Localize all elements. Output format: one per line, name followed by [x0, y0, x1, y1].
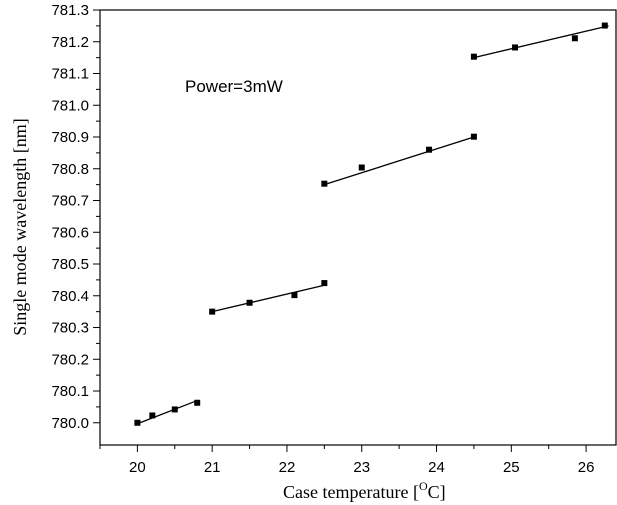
y-tick-label: 780.0	[51, 415, 89, 432]
data-point	[358, 164, 365, 171]
x-tick-labels: 20 21 22 23 24 25 26	[129, 459, 594, 476]
y-tick-label: 781.0	[51, 97, 89, 114]
data-point	[470, 53, 477, 60]
fit-lines	[137, 25, 609, 425]
data-point	[246, 299, 253, 306]
y-tick-labels: 780.0 780.1 780.2 780.3 780.4 780.5 780.6 780.7…	[51, 2, 89, 432]
y-tick-label: 781.2	[51, 34, 89, 51]
y-tick-label: 780.2	[51, 351, 89, 368]
data-point	[571, 35, 578, 42]
data-point	[134, 419, 141, 426]
data-point	[321, 180, 328, 187]
data-point	[209, 308, 216, 315]
y-tick-label: 781.3	[51, 2, 89, 19]
y-tick-label: 780.5	[51, 256, 89, 273]
plot-frame	[99, 9, 617, 446]
x-axis-title-tail: C]	[428, 482, 446, 502]
data-point	[512, 44, 519, 51]
data-point	[470, 133, 477, 140]
x-tick-label: 25	[503, 459, 520, 476]
data-point	[601, 22, 608, 29]
x-tick-label: 24	[428, 459, 445, 476]
data-point	[321, 280, 328, 287]
y-tick-label: 780.7	[51, 193, 89, 210]
x-axis-title-superscript: O	[419, 479, 428, 493]
y-tick-label: 780.8	[51, 161, 89, 178]
data-point	[426, 146, 433, 153]
y-tick-label: 781.1	[51, 66, 89, 83]
y-tick-label: 780.3	[51, 320, 89, 337]
y-tick-label: 780.1	[51, 383, 89, 400]
x-tick-label: 22	[279, 459, 296, 476]
fit-line	[324, 136, 475, 186]
x-axis-title-text: Case temperature [	[283, 482, 419, 502]
data-point	[149, 412, 156, 419]
data-point	[291, 292, 298, 299]
x-tick-label: 20	[129, 459, 146, 476]
data-point	[171, 406, 178, 413]
axis-ticks	[93, 9, 587, 452]
x-tick-label: 26	[578, 459, 595, 476]
x-tick-label: 21	[204, 459, 221, 476]
x-axis-title: Case temperature [OC]	[283, 479, 446, 502]
fit-line	[473, 25, 609, 59]
data-points	[134, 22, 608, 426]
fit-line	[212, 284, 325, 313]
y-tick-label: 780.9	[51, 129, 89, 146]
data-point	[194, 399, 201, 406]
fit-line	[137, 399, 198, 425]
y-tick-label: 780.6	[51, 224, 89, 241]
y-axis-title: Single mode wavelength [nm]	[10, 118, 30, 335]
y-tick-label: 780.4	[51, 288, 89, 305]
x-tick-label: 23	[353, 459, 370, 476]
annotation-power: Power=3mW	[185, 77, 283, 96]
